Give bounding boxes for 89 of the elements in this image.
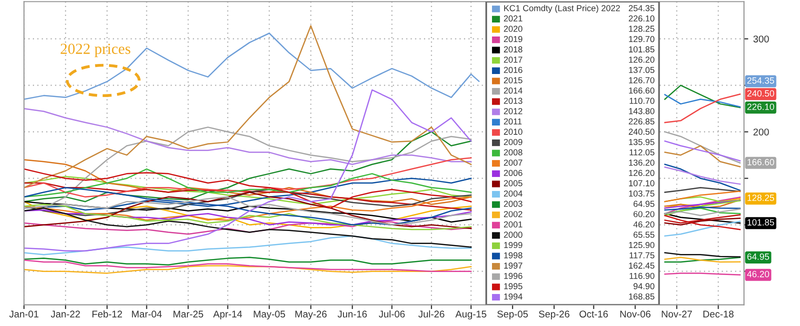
x-tick-label: Nov-27 xyxy=(662,310,692,318)
annotation: 112.05 xyxy=(630,149,654,156)
legend-label: 1996 xyxy=(504,272,522,279)
x-tick-label: May-26 xyxy=(295,310,327,320)
legend-label: 2021 xyxy=(504,15,522,22)
legend-label: 2005 xyxy=(504,180,522,186)
x-tick-label: Apr-14 xyxy=(213,310,242,320)
legend-label: 1998 xyxy=(504,252,522,258)
annotation: 226.10 xyxy=(628,15,654,22)
data-label: 166.60 xyxy=(748,158,774,166)
x-tick-label: Nov-06 xyxy=(620,310,650,318)
annotation: 60.20 xyxy=(634,211,654,218)
x-tick-label: Jan-22 xyxy=(50,310,80,318)
legend-label: 2008 xyxy=(504,149,522,156)
legend-label: 2009 xyxy=(504,138,522,146)
legend-label: 2000 xyxy=(504,232,522,238)
legend-label: 2013 xyxy=(504,98,522,104)
legend-label: 2004 xyxy=(504,190,522,197)
annotation: 126.20 xyxy=(629,170,654,176)
legend-label: 2017 xyxy=(504,56,522,63)
annotation: 117.75 xyxy=(630,252,654,258)
legend-label: 2015 xyxy=(504,77,522,84)
annotation: 166.60 xyxy=(629,87,654,94)
x-tick-label: Dec-18 xyxy=(703,310,734,318)
data-label: 128.25 xyxy=(748,194,774,201)
legend-label: 2010 xyxy=(504,128,522,135)
annotation: 240.50 xyxy=(628,128,654,135)
annotation: 107.10 xyxy=(629,180,654,186)
data-label: 226.10 xyxy=(747,104,774,110)
legend-label: 2016 xyxy=(504,66,522,73)
y-tick-label: 300 xyxy=(753,36,769,42)
legend-label: 2011 xyxy=(504,118,522,124)
legend-label: 1994 xyxy=(504,293,522,300)
annotation: 94.90 xyxy=(634,283,654,290)
annotation: 116.90 xyxy=(630,272,654,279)
legend-label: 2014 xyxy=(504,87,522,94)
annotation: 126.70 xyxy=(629,77,654,84)
data-label: 101.85 xyxy=(748,219,774,226)
data-label: 240.50 xyxy=(747,90,774,97)
y-tick-label: 200 xyxy=(754,128,769,136)
legend-label: 2002 xyxy=(504,211,522,218)
x-tick-label: Mar-04 xyxy=(132,310,162,318)
x-tick-label: Jun-16 xyxy=(338,310,367,318)
annotation: 137.05 xyxy=(629,66,654,73)
annotation: 168.85 xyxy=(629,293,654,300)
legend-label: 2001 xyxy=(504,221,522,228)
x-tick-label: Sep-26 xyxy=(538,310,570,320)
x-tick-label: Feb-12 xyxy=(92,310,122,318)
legend-label: 2003 xyxy=(504,200,522,207)
annotation: 162.45 xyxy=(629,262,654,269)
annotation: 65.55 xyxy=(634,232,654,238)
annotation: 136.20 xyxy=(629,160,654,166)
annotation: 126.20 xyxy=(629,56,654,63)
x-tick-label: Jan-01 xyxy=(9,310,38,318)
x-tick-label: Sep-05 xyxy=(497,310,528,320)
annotation: 254.35 xyxy=(628,5,654,12)
annotation: 2022 prices xyxy=(60,44,130,58)
annotation: 143.80 xyxy=(629,108,654,114)
annotation: 129.70 xyxy=(629,36,654,42)
x-tick-label: Oct-16 xyxy=(580,310,608,318)
data-label: 46.20 xyxy=(747,270,770,278)
annotation: 46.20 xyxy=(633,221,654,228)
line-series xyxy=(664,94,741,108)
legend-label: 2012 xyxy=(504,108,522,114)
annotation: 110.70 xyxy=(630,98,654,104)
legend-label: 2007 xyxy=(504,160,522,166)
legend-label: 2006 xyxy=(504,170,522,176)
x-tick-label: Mar-25 xyxy=(174,310,204,318)
annotation: 125.90 xyxy=(629,242,654,248)
legend-label: KC1 Comdty (Last Price) 2022 xyxy=(504,4,620,13)
annotation: 103.75 xyxy=(629,190,654,197)
legend-label: 1995 xyxy=(504,283,522,290)
text: 254.35 xyxy=(747,77,774,84)
annotation: 128.25 xyxy=(629,26,654,32)
annotation: 226.85 xyxy=(628,118,654,124)
annotation: 101.85 xyxy=(629,46,654,52)
annotation: 135.95 xyxy=(629,138,654,146)
legend-label: 1997 xyxy=(504,262,522,269)
line-series xyxy=(24,32,480,100)
legend-label: 1999 xyxy=(504,242,522,248)
x-tick-label: Jul-06 xyxy=(378,310,405,318)
x-tick-label: Jul-26 xyxy=(418,310,444,318)
legend-label: 2018 xyxy=(504,46,522,52)
x-tick-label: May-05 xyxy=(254,310,286,320)
legend-label: 2019 xyxy=(504,36,522,42)
legend-label: 2020 xyxy=(504,26,522,32)
x-tick-label: Aug-15 xyxy=(455,310,486,320)
annotation: 64.95 xyxy=(634,200,654,207)
data-label: 64.95 xyxy=(747,253,770,260)
